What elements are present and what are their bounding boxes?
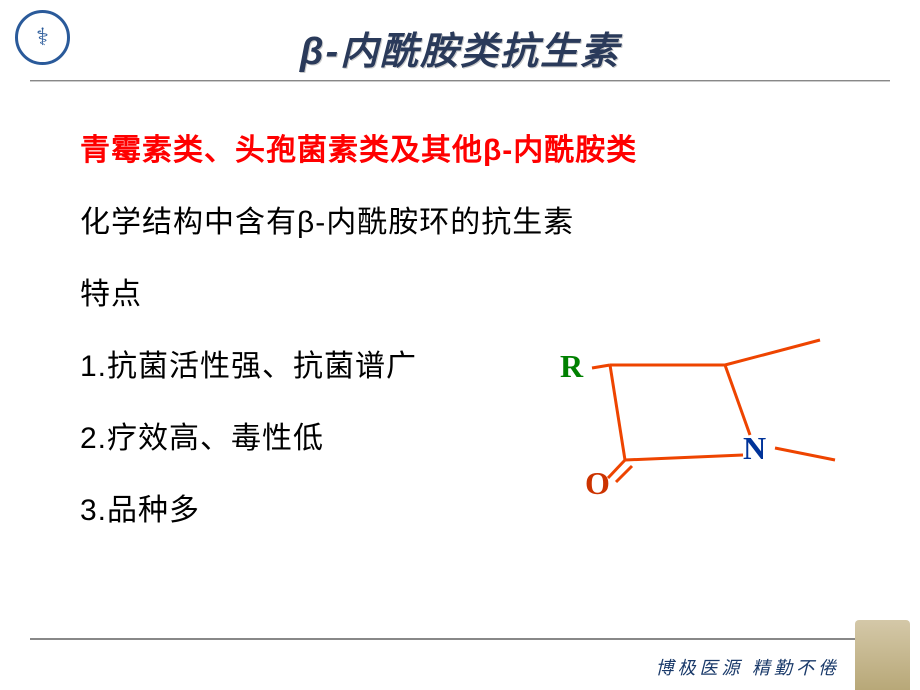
slide-title: β-内酰胺类抗生素 [0,20,920,75]
body-line-2: 特点 [80,269,870,313]
body-line-1: 化学结构中含有β-内酰胺环的抗生素 [80,197,870,241]
subtitle: 青霉素类、头孢菌素类及其他β-内酰胺类 [80,125,870,169]
chem-label-O: O [585,465,610,502]
chem-label-R: R [560,348,583,385]
footer-divider [30,638,890,640]
footer-statue-icon [855,620,910,690]
chemical-structure-diagram: R O N [560,330,850,510]
title-divider [30,80,890,82]
footer-motto: 博极医源 精勤不倦 [656,654,841,680]
chem-label-N: N [743,430,766,467]
